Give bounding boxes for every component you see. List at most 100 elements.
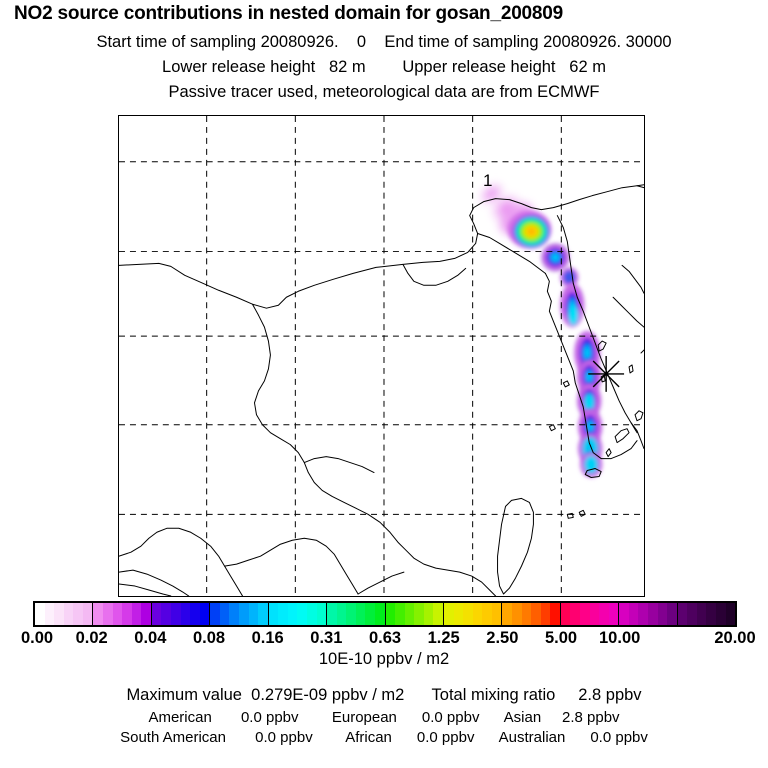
colorbar-band-3-0 (210, 603, 220, 625)
colorbar-segment-11 (677, 603, 736, 625)
colorbar-tick-3: 0.08 (192, 629, 226, 647)
colorbar-band-8-5 (550, 603, 560, 625)
colorbar-band-4-3 (297, 603, 307, 625)
colorbar-band-1-1 (103, 603, 113, 625)
tracer-meteorology-line: Passive tracer used, meteorological data… (168, 83, 600, 101)
colorbar-segment-2 (151, 603, 211, 625)
colorbar-band-2-1 (161, 603, 171, 625)
colorbar-band-1-3 (122, 603, 132, 625)
statistics-block: Maximum value 0.279E-09 ppbv / m2 Total … (0, 686, 768, 746)
colorbar-band-6-0 (385, 603, 396, 625)
colorbar-band-10-3 (647, 603, 658, 625)
colorbar-band-1-4 (131, 603, 142, 625)
colorbar-band-7-0 (443, 603, 454, 625)
colorbar-tick-10: 10.00 (599, 629, 641, 647)
colorbar-band-7-3 (472, 603, 483, 625)
colorbar-band-7-5 (491, 603, 502, 625)
colorbar-tick-2: 0.04 (134, 629, 167, 647)
colorbar-band-9-3 (589, 603, 600, 625)
colorbar-band-11-2 (696, 603, 707, 625)
colorbar-band-11-3 (706, 603, 716, 625)
colorbar-tick-6: 0.63 (368, 629, 402, 647)
colorbar-band-8-0 (502, 603, 512, 625)
coastlines (119, 184, 644, 596)
colorbar-band-4-5 (316, 603, 327, 625)
map-canvas (119, 116, 644, 596)
colorbar-band-5-0 (327, 603, 337, 625)
colorbar-band-8-2 (521, 603, 532, 625)
colorbar-band-9-4 (599, 603, 609, 625)
sampling-time-line: Start time of sampling 20080926. 0 End t… (96, 33, 672, 51)
colorbar-tick-4: 0.16 (251, 629, 284, 647)
colorbar-band-3-4 (248, 603, 259, 625)
colorbar-band-7-4 (482, 603, 492, 625)
colorbar-tick-8: 2.50 (486, 629, 519, 647)
colorbar-band-4-1 (278, 603, 288, 625)
colorbar-band-7-1 (453, 603, 464, 625)
colorbar-segment-8 (502, 603, 561, 625)
colorbar-band-5-2 (346, 603, 356, 625)
colorbar-tick-0: 0.00 (20, 629, 54, 647)
stat-row-regions-1: American 0.0 ppbv European 0.0 ppbv Asia… (148, 709, 620, 726)
colorbar-band-6-1 (395, 603, 405, 625)
stat-row-maximum: Maximum value 0.279E-09 ppbv / m2 Total … (126, 686, 642, 704)
colorbar-band-9-0 (560, 603, 571, 625)
colorbar-segment-3 (210, 603, 269, 625)
stat-row-regions-2: South American 0.0 ppbv African 0.0 ppbv… (120, 729, 648, 746)
colorbar-band-6-3 (414, 603, 424, 625)
colorbar-tick-labels: 0.00 0.02 0.04 0.08 0.16 0.31 0.63 1.25 2.50 5.00… (0, 629, 768, 649)
release-height-line: Lower release height 82 m Upper release … (162, 58, 606, 76)
colorbar-band-1-0 (93, 603, 103, 625)
colorbar-band-5-4 (365, 603, 375, 625)
colorbar-band-6-5 (433, 603, 443, 625)
colorbar-band-7-2 (463, 603, 473, 625)
plume-field (479, 182, 603, 478)
plume-contour-label: 1 (483, 171, 493, 190)
colorbar-band-0-3 (63, 603, 74, 625)
colorbar-segment-5 (327, 603, 386, 625)
colorbar-band-0-0 (35, 603, 45, 625)
colorbar-segment-4 (268, 603, 328, 625)
map-gridlines (119, 116, 644, 596)
colorbar-band-2-0 (151, 603, 162, 625)
colorbar-segment-1 (93, 603, 152, 625)
colorbar-band-9-2 (579, 603, 590, 625)
colorbar-band-0-1 (44, 603, 55, 625)
colorbar-band-5-3 (355, 603, 366, 625)
colorbar-band-10-1 (628, 603, 639, 625)
colorbar-tick-5: 0.31 (310, 629, 343, 647)
colorbar-segment-0 (35, 603, 94, 625)
colorbar-band-5-5 (375, 603, 385, 625)
colorbar-band-2-3 (180, 603, 191, 625)
colorbar-band-1-2 (112, 603, 123, 625)
colorbar-segment-6 (385, 603, 444, 625)
colorbar-band-11-4 (715, 603, 726, 625)
colorbar-band-4-2 (287, 603, 298, 625)
colorbar-tick-11: 20.00 (714, 629, 756, 647)
colorbar-band-10-2 (638, 603, 648, 625)
colorbar-tick-7: 1.25 (427, 629, 460, 647)
colorbar-band-10-0 (619, 603, 629, 625)
colorbar-band-10-4 (657, 603, 668, 625)
colorbar-segment-10 (619, 603, 678, 625)
colorbar-band-11-1 (687, 603, 697, 625)
station-marker-gosan[interactable] (588, 356, 625, 392)
colorbar-band-11-5 (725, 603, 736, 625)
colorbar-tick-9: 5.00 (544, 629, 578, 647)
colorbar-band-11-0 (677, 603, 688, 625)
colorbar-band-6-2 (404, 603, 415, 625)
colorbar-band-0-4 (73, 603, 83, 625)
map-plot-area[interactable] (118, 115, 645, 597)
colorbar-band-3-5 (258, 603, 268, 625)
colorbar-band-5-1 (336, 603, 347, 625)
colorbar-container (33, 601, 737, 627)
colorbar[interactable] (33, 601, 737, 627)
colorbar-band-3-3 (239, 603, 249, 625)
page-title: NO2 source contributions in nested domai… (14, 3, 564, 24)
colorbar-band-2-2 (171, 603, 181, 625)
colorbar-band-8-3 (531, 603, 541, 625)
colorbar-band-0-5 (82, 603, 93, 625)
colorbar-band-9-5 (608, 603, 619, 625)
colorbar-band-2-5 (199, 603, 210, 625)
colorbar-segment-9 (560, 603, 620, 625)
